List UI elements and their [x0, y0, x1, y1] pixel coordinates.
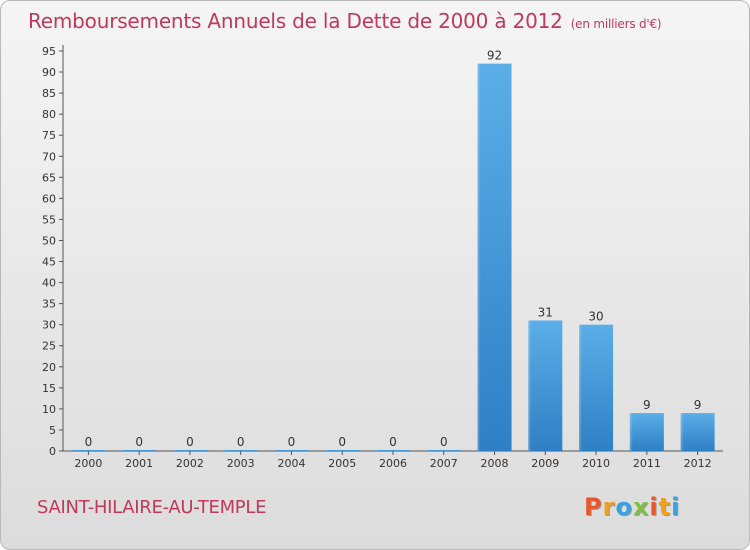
y-tick-label: 95	[42, 45, 56, 58]
y-tick-label: 40	[42, 277, 56, 290]
bar	[71, 450, 106, 451]
data-label: 0	[135, 435, 143, 449]
logo-letter: t	[658, 493, 672, 521]
y-tick-label: 45	[42, 256, 56, 269]
axes: 0510152025303540455055606570758085909520…	[42, 45, 723, 470]
chart-subtitle: (en milliers d'€)	[570, 17, 662, 31]
commune-name: SAINT-HILAIRE-AU-TEMPLE	[37, 497, 267, 518]
y-tick-label: 80	[42, 108, 56, 121]
bar	[579, 324, 614, 451]
y-tick-label: 30	[42, 319, 56, 332]
data-label: 92	[487, 49, 502, 63]
bar	[528, 320, 563, 451]
x-tick-label: 2002	[176, 457, 204, 470]
bar	[325, 450, 360, 451]
bar	[223, 450, 258, 451]
y-tick-label: 10	[42, 403, 56, 416]
x-tick-label: 2007	[430, 457, 458, 470]
logo-letter: i	[671, 493, 681, 521]
x-tick-label: 2011	[633, 457, 661, 470]
bar-highlight	[325, 450, 329, 451]
x-tick-label: 2008	[481, 457, 509, 470]
y-tick-label: 90	[42, 66, 56, 79]
bar	[477, 63, 512, 451]
chart-title: Remboursements Annuels de la Dette de 20…	[28, 9, 662, 33]
x-tick-label: 2000	[74, 457, 102, 470]
bar-highlight	[376, 450, 379, 451]
y-tick-label: 65	[42, 171, 56, 184]
bar-highlight	[223, 450, 227, 451]
bar-highlight	[122, 450, 126, 451]
data-label: 0	[338, 435, 346, 449]
bar-highlight	[680, 413, 684, 451]
data-label: 0	[186, 435, 194, 449]
bar-highlight	[172, 450, 176, 451]
y-tick-label: 35	[42, 298, 56, 311]
logo-letter: i	[649, 493, 659, 521]
x-tick-label: 2006	[379, 457, 407, 470]
y-tick-label: 70	[42, 150, 56, 163]
y-tick-label: 55	[42, 213, 56, 226]
y-tick-label: 15	[42, 382, 56, 395]
bar-highlight	[629, 413, 633, 451]
y-tick-label: 60	[42, 192, 56, 205]
y-tick-label: 75	[42, 129, 56, 142]
chart-title-text: Remboursements Annuels de la Dette de 20…	[28, 9, 563, 33]
y-tick-label: 20	[42, 361, 56, 374]
bar-highlight	[71, 450, 75, 451]
proxiti-logo: Proxiti	[584, 493, 680, 521]
y-tick-label: 5	[49, 424, 56, 437]
y-tick-label: 25	[42, 340, 56, 353]
bar	[172, 450, 207, 451]
x-tick-label: 2004	[277, 457, 305, 470]
bar-highlight	[274, 450, 278, 451]
bar-highlight	[477, 63, 481, 451]
y-tick-label: 0	[49, 445, 56, 458]
bar-highlight	[528, 320, 532, 451]
x-tick-label: 2001	[125, 457, 153, 470]
bars: 0 0 0 0 0 0 0 0 92 31 30 9 9	[71, 49, 715, 451]
bar	[274, 450, 309, 451]
bar	[629, 413, 664, 451]
y-tick-label: 50	[42, 234, 56, 247]
data-label: 0	[389, 435, 397, 449]
data-label: 0	[440, 435, 448, 449]
data-label: 31	[538, 305, 553, 319]
bar	[680, 413, 715, 451]
x-tick-label: 2010	[582, 457, 610, 470]
data-label: 0	[85, 435, 93, 449]
x-tick-label: 2005	[328, 457, 356, 470]
bar	[122, 450, 157, 451]
logo-letter: o	[615, 493, 633, 521]
x-tick-label: 2009	[531, 457, 559, 470]
logo-letter: P	[584, 493, 603, 521]
bar	[376, 450, 410, 451]
bar-highlight	[579, 324, 583, 451]
bar	[426, 450, 461, 451]
data-label: 0	[237, 435, 245, 449]
y-tick-label: 85	[42, 87, 56, 100]
bar-highlight	[426, 450, 430, 451]
data-label: 9	[643, 398, 651, 412]
logo-letter: r	[602, 493, 616, 521]
data-label: 9	[694, 398, 702, 412]
logo-letter: x	[632, 493, 650, 521]
data-label: 0	[288, 435, 296, 449]
x-tick-label: 2003	[227, 457, 255, 470]
data-label: 30	[588, 310, 603, 324]
x-tick-label: 2012	[684, 457, 712, 470]
